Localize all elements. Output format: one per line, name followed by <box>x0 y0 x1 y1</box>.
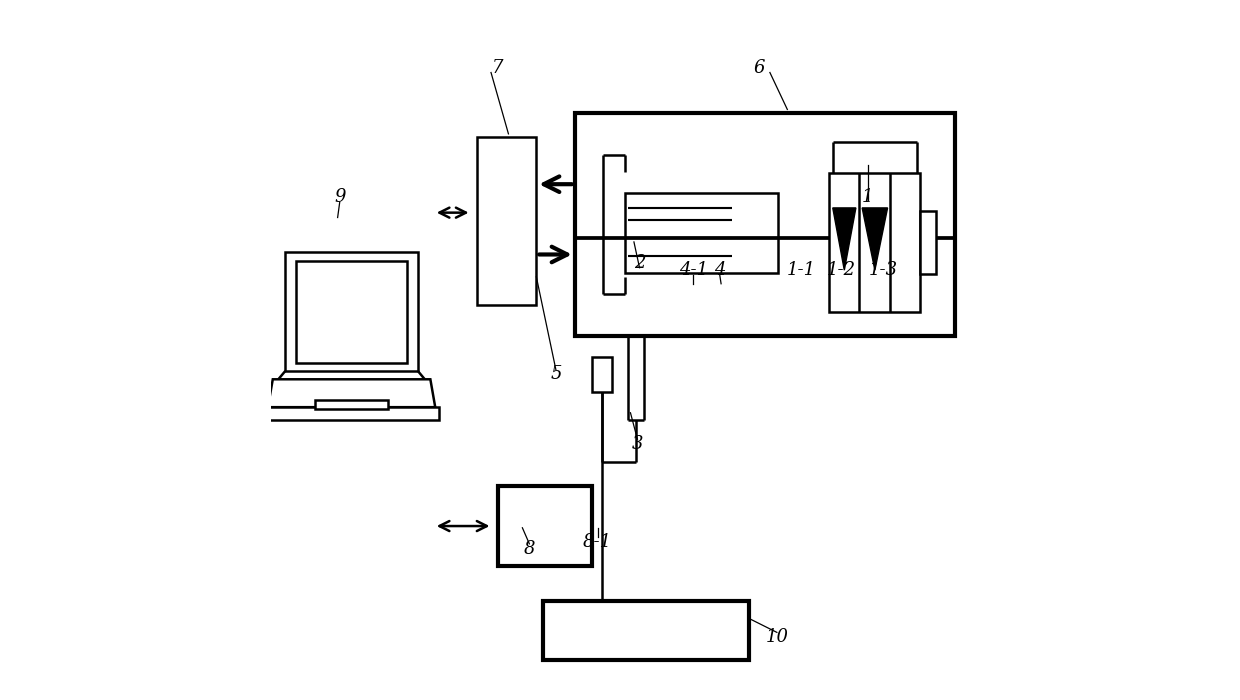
Bar <box>543 601 749 660</box>
Text: 8-1: 8-1 <box>583 533 613 551</box>
Bar <box>498 486 593 566</box>
Text: 1: 1 <box>862 188 873 206</box>
Text: 6: 6 <box>754 59 765 76</box>
Text: 2: 2 <box>634 254 645 272</box>
Text: 1-2: 1-2 <box>827 261 857 279</box>
Text: 7: 7 <box>492 59 503 76</box>
Bar <box>296 261 408 363</box>
Text: 3: 3 <box>631 435 644 453</box>
Bar <box>477 137 537 304</box>
Polygon shape <box>862 208 888 270</box>
Text: 9: 9 <box>334 188 346 206</box>
Bar <box>593 357 611 392</box>
Polygon shape <box>833 208 856 270</box>
Bar <box>574 113 955 336</box>
Bar <box>315 400 388 409</box>
Text: 1-3: 1-3 <box>869 261 898 279</box>
Bar <box>285 253 418 371</box>
Text: 5: 5 <box>551 365 562 384</box>
Text: 4-1: 4-1 <box>678 261 708 279</box>
Text: 8: 8 <box>523 540 536 558</box>
Text: 1-1: 1-1 <box>786 261 816 279</box>
Text: 4: 4 <box>714 261 725 279</box>
Bar <box>920 211 936 274</box>
Bar <box>625 193 779 273</box>
Bar <box>830 174 920 312</box>
Text: 10: 10 <box>765 629 789 646</box>
Polygon shape <box>268 379 435 407</box>
Bar <box>264 407 439 420</box>
